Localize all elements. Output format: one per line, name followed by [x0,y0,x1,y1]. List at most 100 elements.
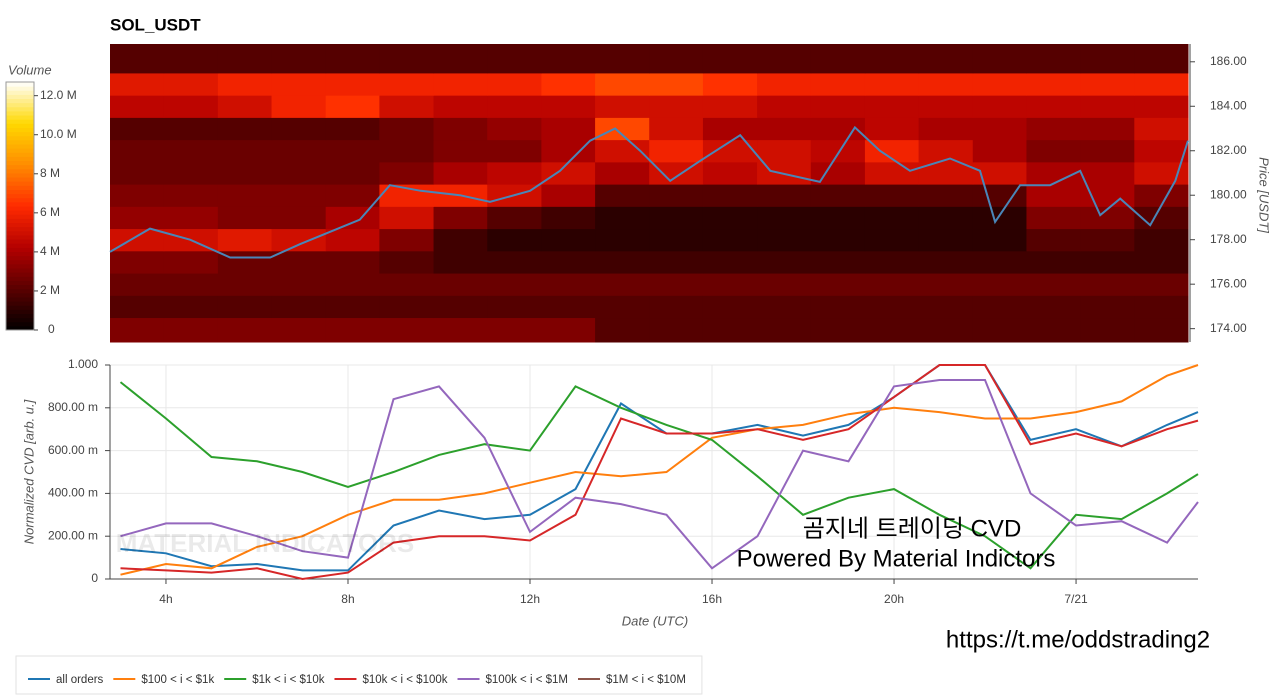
colorbar-segment [6,119,34,124]
heatmap-cell [595,44,650,74]
heatmap-cell [110,273,165,296]
colorbar-segment [6,280,34,286]
colorbar-segment [6,164,34,170]
heatmap-cell [702,44,758,74]
heatmap-cell [541,117,596,141]
heatmap-cell [379,295,435,319]
heatmap-cell [541,139,596,163]
colorbar-segment [6,106,34,112]
heatmap-cell [379,44,435,74]
heatmap-cell [864,161,920,185]
heatmap-cell [379,317,435,343]
heatmap-cell [649,139,704,163]
colorbar-segment [6,284,34,290]
heatmap-cell [810,295,866,319]
heatmap-cell [271,95,327,118]
heatmap-cell [864,206,920,230]
chart-title: SOL_USDT [110,15,201,34]
heatmap-cell [810,228,866,252]
colorbar-tick-label: 0 [48,322,55,336]
heatmap-cell [217,228,273,252]
heatmap-cell [217,95,273,118]
x-tick-label: 20h [884,592,904,606]
colorbar-segment [6,172,34,178]
colorbar-segment [6,139,34,145]
heatmap-cell [595,295,650,319]
heatmap-cell [325,139,380,163]
x-tick-label: 7/21 [1064,592,1088,606]
heatmap-cell [217,250,273,274]
heatmap-cell [1080,228,1135,252]
heatmap-cell [1134,95,1189,118]
heatmap-cell [757,250,812,274]
colorbar-segment [6,325,34,331]
heatmap-cell [271,317,327,343]
heatmap-cell [1026,206,1082,230]
heatmap-cell [649,273,704,296]
heatmap-cell [487,273,542,296]
heatmap-cell [271,72,327,96]
heatmap-cell [325,250,380,274]
heatmap-cell [757,95,812,118]
heatmap-cell [649,72,704,96]
heatmap-cell [595,95,650,118]
heatmap-cell [595,228,650,252]
heatmap-cell [1134,295,1189,319]
heatmap-cell [379,139,435,163]
heatmap-cell [649,228,704,252]
heatmap-cell [110,117,165,141]
heatmap-cell [918,250,974,274]
credit-link: https://t.me/oddstrading2 [946,626,1210,653]
colorbar-segment [6,288,34,294]
heatmap-cell [217,44,273,74]
heatmap-cell [325,95,380,118]
heatmap-cell [810,206,866,230]
series-line [120,379,1199,570]
heatmap-cell [864,184,920,207]
heatmap-cell [110,206,165,230]
heatmap-cell [972,228,1027,252]
y-tick-label: 400.00 m [48,486,98,500]
heatmap-cell [972,317,1027,343]
colorbar-tick-label: 2 M [40,283,60,297]
heatmap-cell [325,117,380,141]
heatmap-cell [1134,139,1189,163]
heatmap-cell [325,161,380,185]
heatmap-cell [702,317,758,343]
heatmap-cell [972,44,1027,74]
colorbar-segment [6,82,34,87]
heatmap-cell [757,139,812,163]
legend-label: all orders [56,674,104,686]
legend-label: $1k < i < $10k [252,674,324,686]
colorbar-segment [6,317,34,323]
colorbar-segment [6,90,34,95]
y-tick-label: 200.00 m [48,528,98,542]
heatmap-cell [595,161,650,185]
heatmap-cell [649,161,704,185]
y-tick-label: 600.00 m [48,443,98,457]
heatmap-cell [1134,184,1189,207]
heatmap-cell [325,295,380,319]
heatmap-cell [433,317,488,343]
heatmap-cell [271,161,327,185]
heatmap-cell [810,72,866,96]
heatmap-cell [433,44,488,74]
colorbar-segment [6,234,34,240]
heatmap-cell [972,117,1027,141]
colorbar-segment [6,123,34,128]
colorbar-segment [6,230,34,236]
heatmap-cell [649,117,704,141]
y-tick-label: 184.00 [1210,98,1247,112]
heatmap-cell [541,295,596,319]
heatmap-cell [1134,228,1189,252]
legend-label: $100k < i < $1M [486,674,568,686]
heatmap-cell [163,117,219,141]
colorbar-segment [6,152,34,157]
heatmap-cell [595,184,650,207]
heatmap-cell [487,295,542,319]
heatmap-cell [649,184,704,207]
colorbar-segment [6,309,34,314]
colorbar-segment [6,86,34,91]
heatmap-cell [918,317,974,343]
